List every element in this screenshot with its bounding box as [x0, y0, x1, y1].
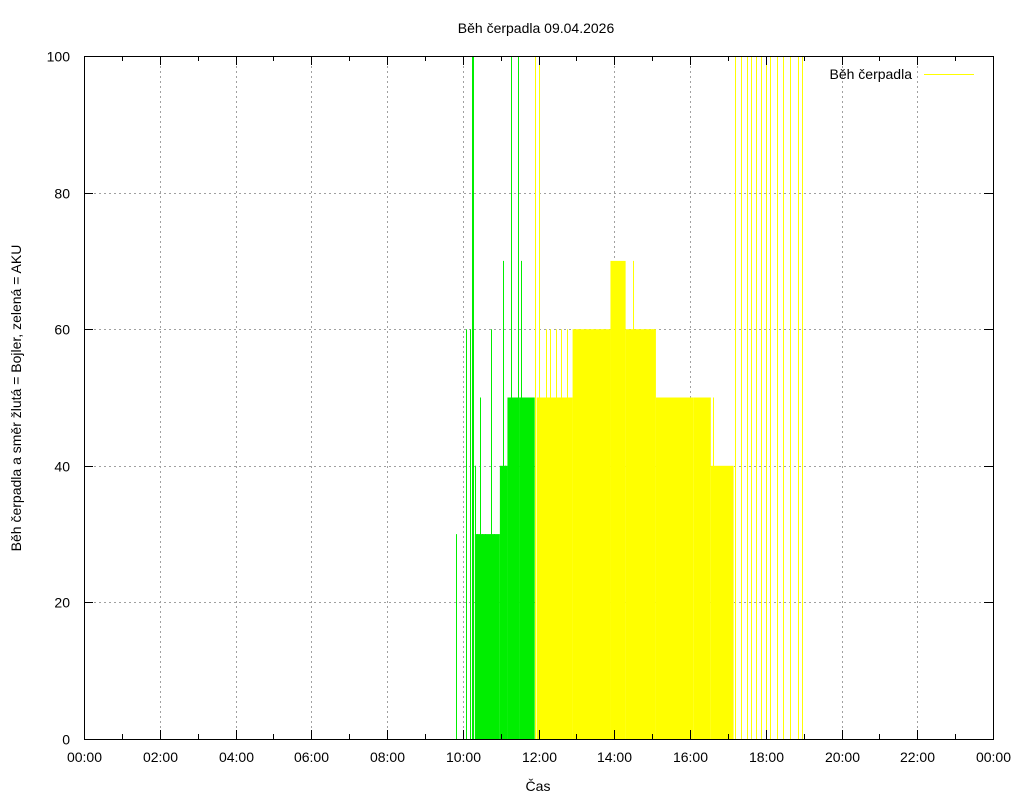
- y-axis-label: Běh čerpadla a směr žlutá = Bojler, zele…: [8, 245, 24, 552]
- x-tick-label: 00:00: [67, 749, 102, 765]
- x-tick-label: 08:00: [370, 749, 405, 765]
- x-tick-labels: 00:00 02:00 04:00 06:00 08:00 10:00 12:00 14:00…: [67, 749, 1011, 765]
- x-tick-label: 04:00: [219, 749, 254, 765]
- y-tick-label: 40: [54, 459, 70, 475]
- x-axis-label: Čas: [526, 778, 551, 794]
- plot-frame: [84, 56, 994, 740]
- x-tick-label: 14:00: [597, 749, 632, 765]
- x-tick-label: 10:00: [446, 749, 481, 765]
- series-aku: [456, 56, 535, 739]
- y-tick-label: 80: [54, 186, 70, 202]
- legend: Běh čerpadla: [829, 66, 974, 82]
- legend-label: Běh čerpadla: [829, 66, 912, 82]
- x-tick-label: 22:00: [900, 749, 935, 765]
- x-tick-label: 16:00: [673, 749, 708, 765]
- bar-fill: [625, 329, 656, 739]
- y-tick-label: 20: [54, 595, 70, 611]
- bar-fill: [710, 465, 734, 739]
- bar-fill: [536, 397, 547, 739]
- y-tick-labels: 0 20 40 60 80 100: [47, 49, 71, 748]
- data-series: [456, 56, 803, 739]
- x-tick-label: 18:00: [749, 749, 784, 765]
- y-tick-label: 100: [47, 49, 71, 65]
- series-bojler: [535, 56, 803, 739]
- bar-fill: [610, 260, 626, 739]
- chart-title: Běh čerpadla 09.04.2026: [458, 20, 615, 36]
- x-tick-label: 12:00: [522, 749, 557, 765]
- bar-fill: [507, 397, 520, 739]
- y-tick-label: 0: [62, 732, 70, 748]
- x-tick-label: 00:00: [976, 749, 1011, 765]
- x-tick-label: 20:00: [825, 749, 860, 765]
- bar-fill: [655, 397, 694, 739]
- bar-fill: [693, 397, 711, 739]
- bar-fill: [474, 534, 500, 739]
- y-tick-label: 60: [54, 322, 70, 338]
- bar-fill: [519, 397, 535, 739]
- x-tick-label: 06:00: [294, 749, 329, 765]
- x-tick-label: 02:00: [143, 749, 178, 765]
